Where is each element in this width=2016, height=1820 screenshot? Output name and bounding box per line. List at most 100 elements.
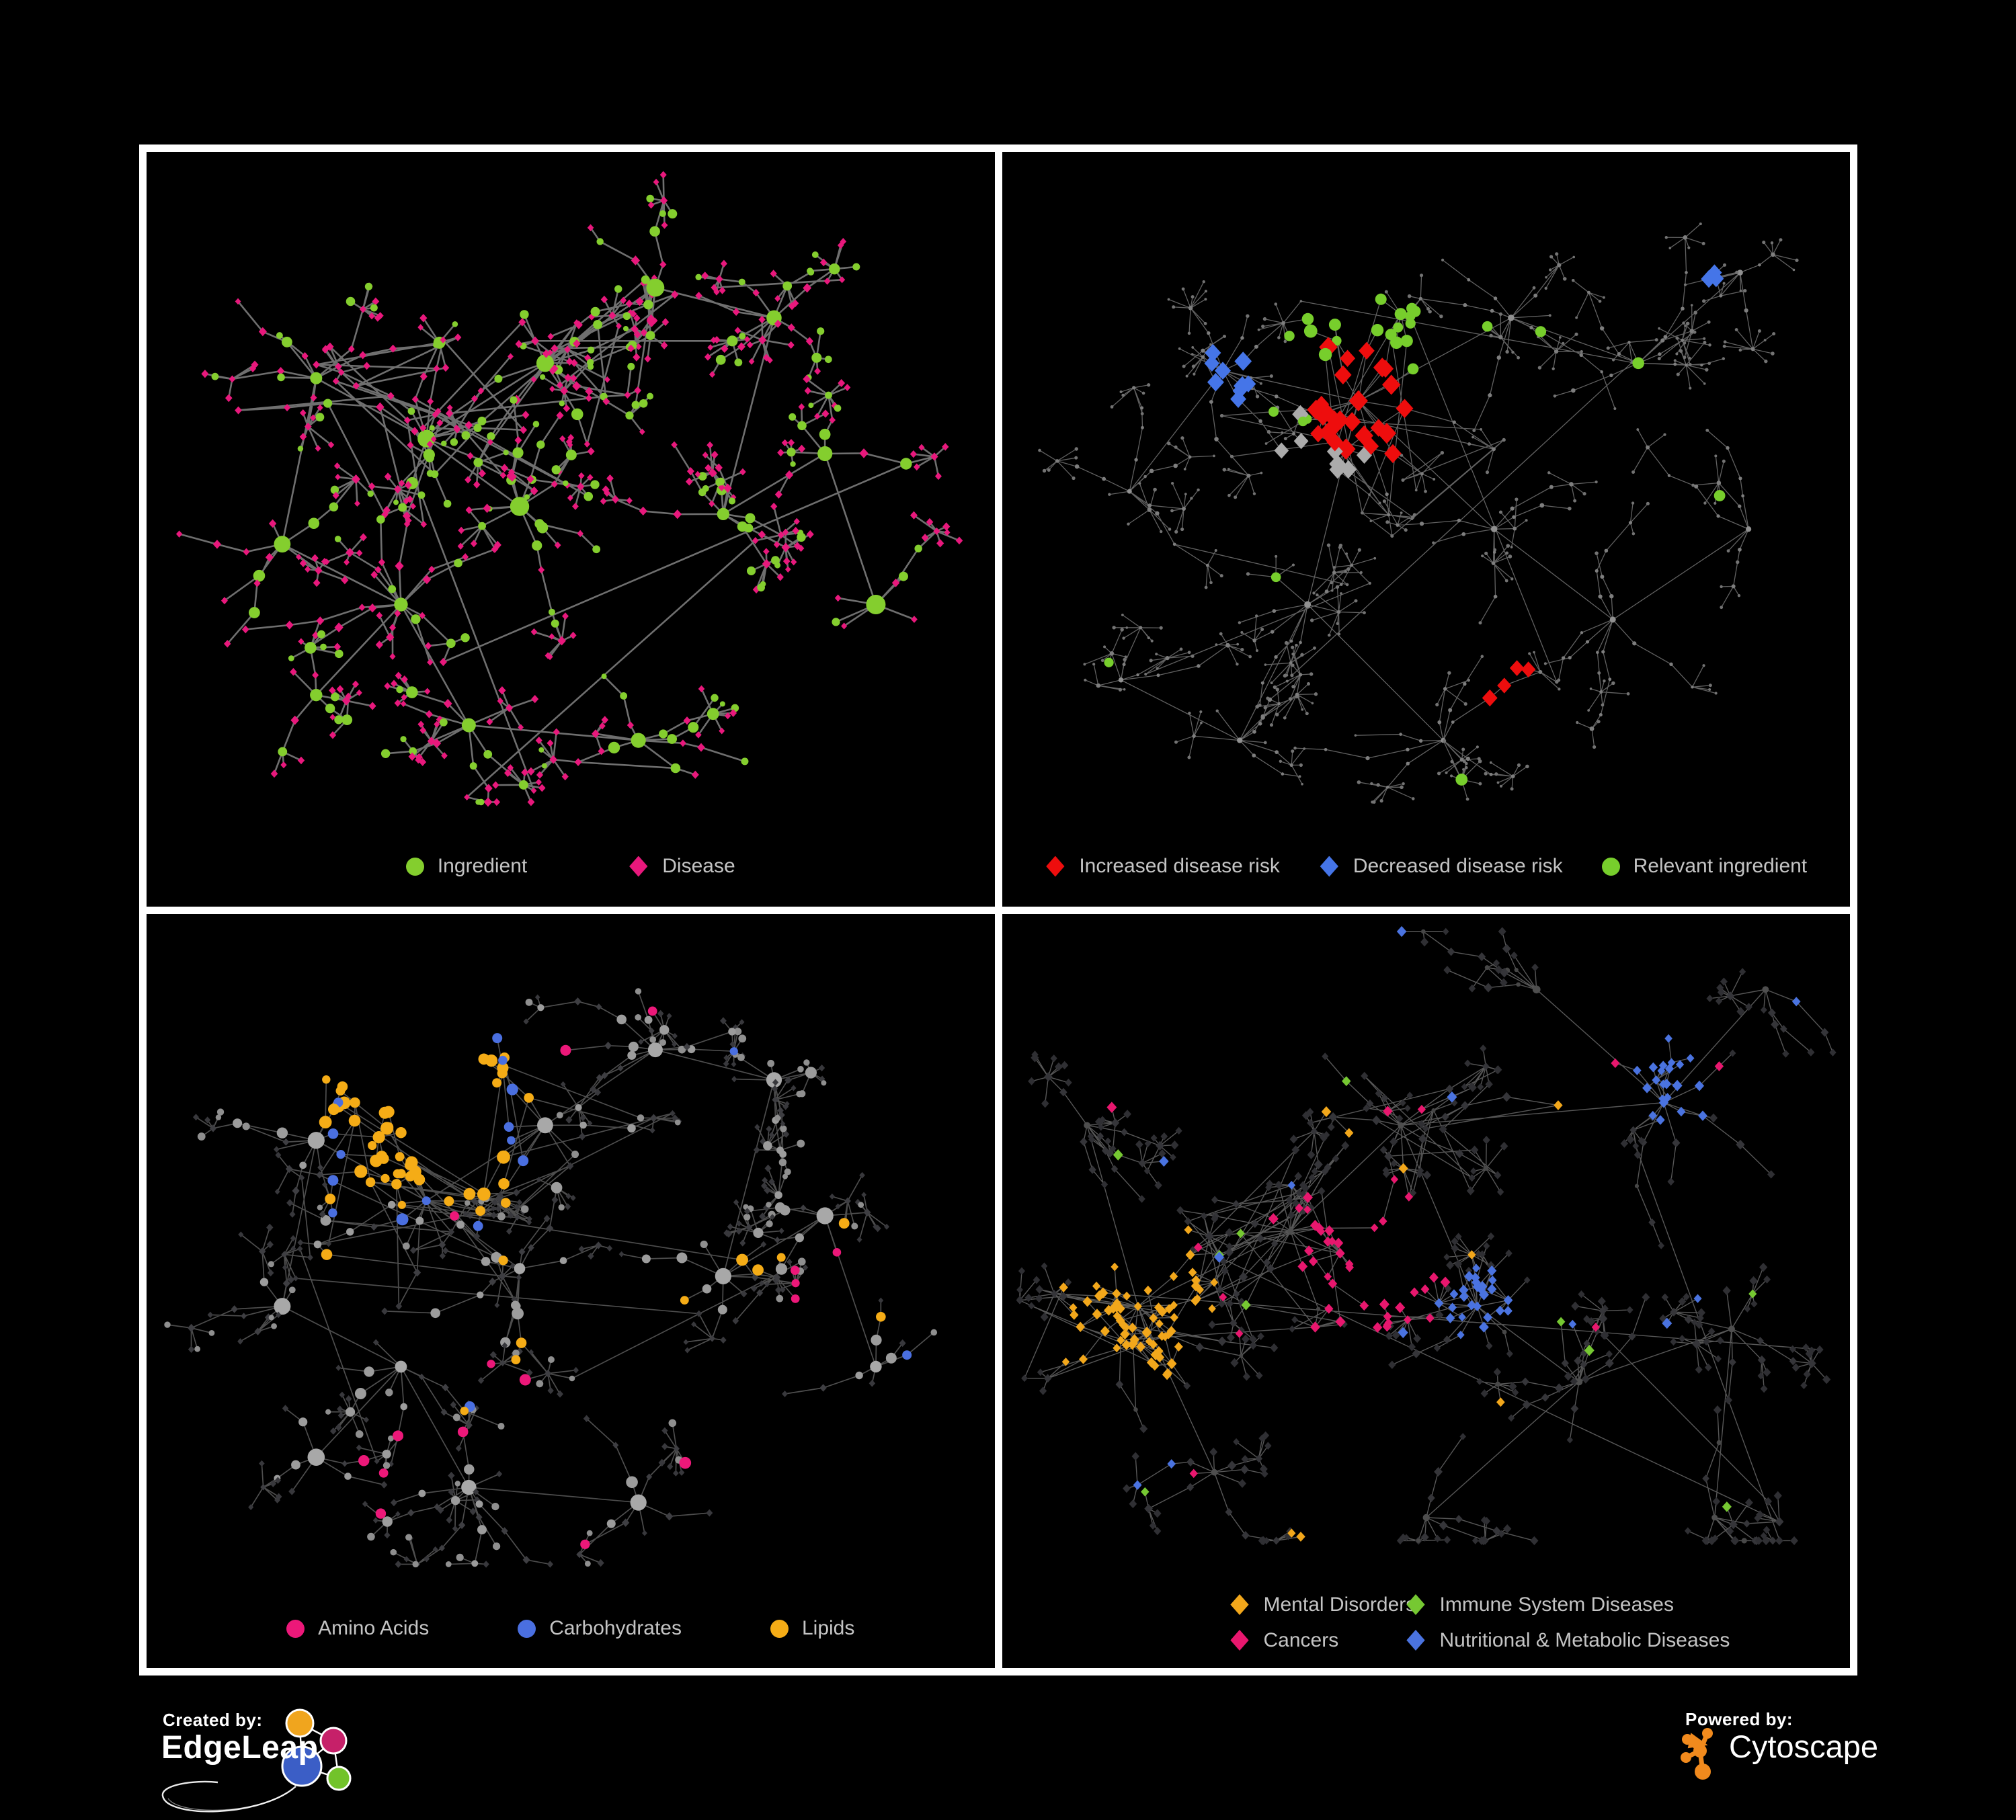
network-node: [1557, 688, 1561, 691]
network-node: [757, 583, 765, 592]
network-node: [1346, 567, 1350, 571]
network-node: [577, 530, 583, 538]
network-node: [1332, 571, 1336, 575]
network-node: [1669, 1307, 1678, 1317]
highlight-node: [1375, 293, 1387, 305]
highlight-node: [1303, 324, 1318, 338]
network-node: [512, 1188, 520, 1196]
network-node: [1761, 240, 1765, 245]
network-node: [1822, 1374, 1830, 1384]
network-node: [777, 448, 784, 457]
highlight-node: [1458, 1284, 1468, 1295]
legend-label: Relevant ingredient: [1633, 855, 1808, 877]
network-node: [707, 441, 714, 449]
network-node: [1326, 543, 1330, 547]
network-node: [538, 747, 545, 753]
network-node: [686, 467, 694, 476]
network-node: [1482, 1135, 1490, 1144]
network-node: [727, 1223, 733, 1230]
network-node: [565, 449, 577, 460]
network-node: [339, 1391, 346, 1398]
network-node: [312, 671, 319, 679]
network-node: [337, 368, 345, 376]
network-node: [1159, 530, 1162, 534]
network-node: [1024, 1293, 1033, 1302]
network-node: [1533, 293, 1537, 298]
network-node: [688, 722, 699, 733]
network-node: [489, 1277, 497, 1286]
network-node: [715, 463, 723, 472]
network-node: [546, 1224, 554, 1233]
network-node: [579, 1121, 587, 1128]
network-node: [1318, 1132, 1326, 1141]
network-node: [606, 1519, 616, 1528]
network-node: [456, 1553, 464, 1561]
network-node: [1246, 572, 1250, 576]
network-node: [474, 1405, 479, 1411]
highlight-node: [1240, 1299, 1251, 1311]
network-node: [1805, 1349, 1814, 1358]
network-node: [715, 354, 726, 365]
network-node: [1574, 1378, 1582, 1385]
network-node: [1404, 1104, 1411, 1112]
network-node: [1575, 720, 1578, 725]
network-node: [777, 531, 784, 539]
highlight-node: [1268, 1212, 1279, 1225]
network-node: [1300, 708, 1303, 711]
network-node: [1714, 1354, 1722, 1362]
network-node: [1517, 763, 1521, 768]
network-node: [337, 1405, 344, 1413]
network-node: [359, 351, 367, 360]
network-node: [764, 1186, 771, 1194]
highlight-node: [1154, 1302, 1163, 1313]
network-node: [297, 446, 304, 452]
network-node: [1701, 1474, 1709, 1483]
network-node: [1259, 471, 1262, 474]
network-node: [1702, 341, 1706, 345]
network-node: [627, 721, 634, 729]
network-node: [666, 1012, 672, 1019]
network-node: [1371, 1115, 1381, 1125]
network-node: [598, 747, 605, 755]
highlight-node: [444, 1196, 454, 1206]
highlight-node: [729, 1046, 738, 1055]
network-node: [1707, 343, 1711, 347]
network-node: [734, 358, 743, 367]
highlight-node: [1154, 1352, 1164, 1362]
network-node: [500, 464, 509, 472]
network-node: [680, 739, 686, 747]
network-node: [649, 1114, 657, 1122]
network-node: [1242, 1372, 1250, 1381]
network-node: [1254, 704, 1259, 709]
network-node: [266, 1223, 274, 1231]
network-node: [265, 552, 274, 562]
network-node: [1127, 489, 1132, 494]
network-node: [775, 1263, 788, 1275]
network-node: [540, 374, 546, 380]
network-node: [1537, 669, 1542, 674]
network-node: [243, 548, 250, 556]
network-node: [400, 1403, 408, 1410]
network-node: [1305, 712, 1309, 716]
network-node: [1229, 1318, 1238, 1327]
highlight-node: [322, 1075, 331, 1083]
network-node: [1722, 1286, 1731, 1295]
highlight-node: [1466, 1300, 1476, 1311]
highlight-node: [1344, 1259, 1354, 1269]
network-node: [1360, 511, 1364, 515]
network-node: [781, 542, 791, 552]
network-node: [1370, 800, 1374, 804]
network-node: [1422, 1514, 1430, 1521]
network-node: [723, 1054, 729, 1061]
network-node: [1164, 656, 1170, 661]
network-node: [483, 1560, 489, 1568]
network-node: [1454, 1514, 1463, 1523]
network-node: [1359, 571, 1363, 574]
highlight-node: [1706, 264, 1722, 281]
network-node: [225, 394, 233, 403]
network-node: [362, 1500, 368, 1507]
network-node: [803, 1059, 810, 1066]
network-node: [352, 680, 360, 688]
network-node: [1389, 534, 1394, 538]
highlight-node: [457, 1426, 469, 1437]
